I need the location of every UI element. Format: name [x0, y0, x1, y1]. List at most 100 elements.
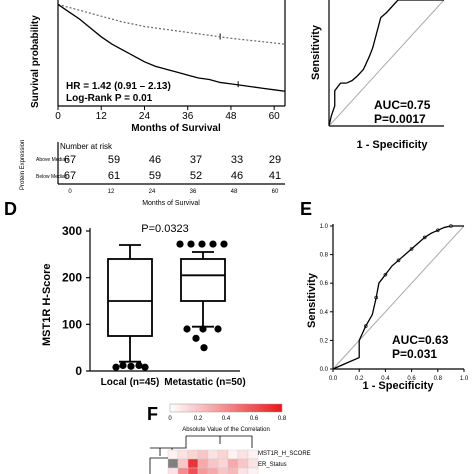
- box-y-ticks: 0 100 200 300: [62, 224, 90, 378]
- risk-x-tick-label: 0: [68, 189, 72, 195]
- box-outlier-point: [200, 344, 208, 352]
- km-hr-text: HR = 1.42 (0.91 – 2.13): [66, 81, 171, 92]
- roc-b-curve: [328, 0, 444, 127]
- roc-e-x-tick-label: 0.6: [407, 376, 416, 382]
- roc-e-panel: E 0.0 0.2 0.4 0.6 0.8 1.0 0.0 0.2 0.4 0.6 0.8 1.0 S…: [300, 199, 469, 392]
- risk-cell: 61: [108, 170, 120, 182]
- heat-cell: [207, 467, 219, 474]
- heat-cell: [177, 467, 189, 474]
- roc-e-auc: AUC=0.63: [392, 333, 449, 347]
- heat-cell: [177, 449, 189, 460]
- roc-b-x-label: 1 - Specificity: [357, 139, 429, 151]
- heat-cell: [227, 467, 239, 474]
- box-y-tick-label: 200: [62, 271, 82, 285]
- km-y-label: Survival probability: [30, 15, 41, 108]
- km-x-tick-label: 60: [269, 111, 281, 122]
- roc-e-x-tick-label: 1.0: [460, 376, 469, 382]
- box-outlier-point: [199, 325, 207, 333]
- box-outlier-point: [119, 361, 127, 369]
- risk-side-label: Protein Expression: [20, 140, 26, 190]
- heat-legend-tick-label: 0.2: [194, 416, 203, 422]
- km-x-tick-label: 12: [96, 111, 108, 122]
- heat-cell: [167, 467, 179, 474]
- heat-cell: [237, 449, 249, 460]
- box-outlier-point: [135, 361, 143, 369]
- box-y-tick-label: 300: [62, 224, 82, 238]
- roc-e-x-label: 1 - Specificity: [363, 380, 435, 392]
- box-outlier-point: [176, 240, 184, 248]
- km-x-label: Months of Survival: [131, 123, 221, 134]
- heat-cell: [187, 467, 199, 474]
- heat-cell: [197, 458, 209, 469]
- heat-cell: [197, 449, 209, 460]
- heat-cell: [187, 458, 199, 469]
- heat-legend-label: Absolute Value of the Correlation: [182, 427, 270, 433]
- roc-e-x-tick-label: 0.0: [329, 376, 338, 382]
- risk-row-label-below: Below Median: [36, 174, 68, 180]
- box-outlier-point: [141, 363, 149, 371]
- heatmap-panel: F 0 0.2 0.4 0.6 0.8 Absolute Value of the Co…: [147, 403, 311, 474]
- risk-row-label-above: Above Median: [36, 157, 68, 163]
- risk-cell: 59: [149, 170, 161, 182]
- roc-b-y-label: Sensitivity: [310, 24, 322, 80]
- box-iqr: [180, 258, 226, 302]
- heat-cell: [167, 458, 179, 469]
- heat-cell: [247, 458, 259, 469]
- box-iqr: [107, 258, 153, 337]
- risk-cell: 67: [64, 154, 76, 166]
- km-x-tick-label: 36: [182, 111, 194, 122]
- roc-e-y-label: Sensitivity: [306, 272, 318, 328]
- heat-row-label-mst1r: MST1R_H_SCORE: [258, 451, 311, 457]
- km-curve-solid: [57, 3, 286, 92]
- roc-e-x-tick-label: 0.2: [355, 376, 364, 382]
- roc-e-y-tick-label: 0.8: [320, 253, 329, 259]
- roc-b-auc: AUC=0.75: [374, 98, 431, 112]
- roc-e-y-tick-label: 1.0: [320, 224, 329, 230]
- risk-x-tick-label: 48: [231, 189, 238, 195]
- box-y-tick-label: 100: [62, 317, 82, 331]
- roc-e-p: P=0.031: [392, 347, 437, 361]
- heat-cells: [167, 449, 259, 474]
- risk-cell: 59: [108, 154, 120, 166]
- panel-e-letter: E: [300, 199, 312, 219]
- roc-b-p: P=0.0017: [374, 112, 426, 126]
- risk-x-tick-label: 60: [272, 189, 279, 195]
- risk-cell: 41: [269, 170, 281, 182]
- heat-dendrogram: [150, 435, 253, 456]
- heat-cell: [227, 458, 239, 469]
- risk-cell: 46: [149, 154, 161, 166]
- box-outlier-point: [198, 240, 206, 248]
- risk-cell: 29: [269, 154, 281, 166]
- box-outlier-point: [187, 240, 195, 248]
- heat-cell: [167, 449, 179, 460]
- roc-b-panel: Sensitivity AUC=0.75 P=0.0017 1 - Specif…: [310, 0, 445, 151]
- heat-cell: [237, 467, 249, 474]
- heat-row-label-er: ER_Status: [258, 462, 287, 468]
- km-curve-dotted: [57, 3, 286, 45]
- km-x-tick-label: 0: [55, 111, 61, 122]
- risk-table-title: Number at risk: [60, 142, 113, 151]
- heat-legend-bar: [169, 403, 283, 413]
- box-outlier-point: [112, 363, 120, 371]
- heat-cell: [207, 449, 219, 460]
- km-logrank-text: Log-Rank P = 0.01: [66, 93, 153, 104]
- box-y-label: MST1R H-Score: [41, 263, 53, 346]
- box-outlier-point: [183, 325, 191, 333]
- km-x-ticks: 0 12 24 36 48 60: [55, 33, 281, 122]
- risk-x-ticks: 0 12 24 36 48 60: [68, 189, 279, 195]
- box-p-value: P=0.0323: [141, 223, 188, 235]
- panel-f-letter: F: [147, 404, 158, 424]
- heat-cell: [227, 449, 239, 460]
- box-y-tick-label: 0: [75, 364, 82, 378]
- heat-cell: [197, 467, 209, 474]
- roc-e-curve: [332, 225, 464, 370]
- box-cat-metastatic: Metastatic (n=50): [164, 377, 245, 388]
- km-x-tick-label: 48: [225, 111, 237, 122]
- heat-cell: [217, 458, 229, 469]
- risk-cell: 67: [64, 170, 76, 182]
- roc-e-x-tick-label: 0.4: [381, 376, 390, 382]
- roc-e-y-tick-label: 0.0: [320, 367, 329, 373]
- heat-cell: [247, 467, 259, 474]
- risk-cell: 46: [231, 170, 243, 182]
